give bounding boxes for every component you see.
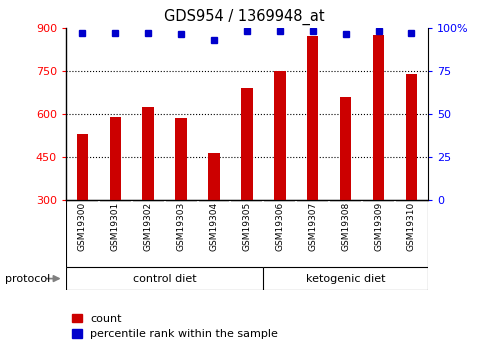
Text: GSM19303: GSM19303 [176,202,185,252]
Text: GSM19302: GSM19302 [143,202,152,251]
Text: GSM19300: GSM19300 [78,202,87,252]
Text: GDS954 / 1369948_at: GDS954 / 1369948_at [164,9,324,25]
Text: GSM19310: GSM19310 [406,202,415,252]
Text: GSM19304: GSM19304 [209,202,218,251]
Bar [405,73,416,200]
Bar [306,36,318,200]
Bar [273,71,285,200]
Bar [77,134,88,200]
Text: GSM19308: GSM19308 [341,202,349,252]
Text: control diet: control diet [133,274,196,284]
Legend: count, percentile rank within the sample: count, percentile rank within the sample [71,314,278,339]
Bar [372,35,384,200]
Bar [109,117,121,200]
Text: GSM19301: GSM19301 [111,202,120,252]
Text: ketogenic diet: ketogenic diet [305,274,385,284]
Bar [175,118,186,200]
Text: GSM19305: GSM19305 [242,202,251,252]
Text: protocol: protocol [5,274,50,284]
Bar [208,152,219,200]
Text: GSM19306: GSM19306 [275,202,284,252]
Bar [66,200,427,267]
Text: GSM19309: GSM19309 [373,202,382,252]
Bar [142,107,154,200]
Bar [339,97,351,200]
Text: GSM19307: GSM19307 [307,202,317,252]
Bar [241,88,252,200]
